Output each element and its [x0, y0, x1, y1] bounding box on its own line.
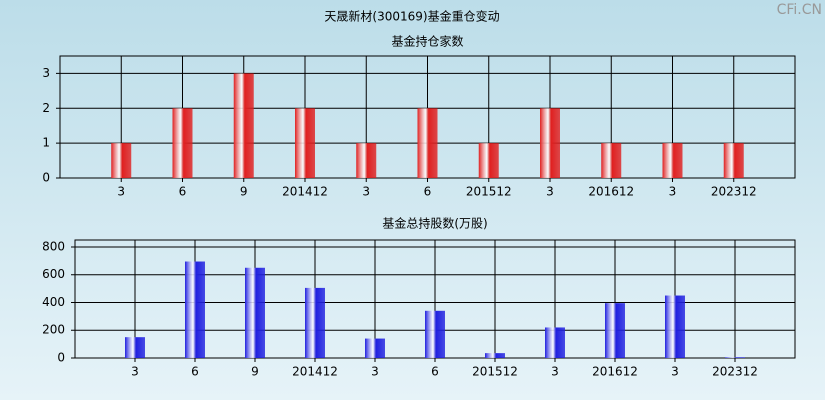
- x-tick-label: 6: [431, 365, 439, 379]
- x-tick-label: 6: [179, 185, 187, 199]
- bar: [185, 261, 205, 358]
- x-tick-label: 3: [117, 185, 125, 199]
- bar: [605, 303, 625, 358]
- y-tick-label: 0: [57, 351, 65, 365]
- chart-title: 基金持仓家数: [391, 34, 463, 49]
- y-tick-label: 800: [42, 239, 65, 253]
- x-tick-label: 3: [362, 185, 370, 199]
- bar: [485, 353, 505, 358]
- x-tick-label: 3: [671, 365, 679, 379]
- bar: [601, 143, 622, 178]
- bar: [417, 108, 438, 178]
- chart-title: 基金总持股数(万股): [382, 216, 487, 231]
- bar: [723, 143, 744, 178]
- bar: [295, 108, 315, 178]
- x-tick-label: 201512: [466, 185, 512, 199]
- x-tick-label: 9: [240, 185, 248, 199]
- y-tick-label: 1: [42, 136, 50, 150]
- x-tick-label: 3: [546, 185, 554, 199]
- bar: [425, 310, 445, 358]
- x-tick-label: 202312: [712, 365, 758, 379]
- x-tick-label: 201612: [588, 185, 634, 199]
- bar: [478, 143, 499, 178]
- bar: [305, 287, 325, 358]
- x-tick-label: 9: [251, 365, 259, 379]
- bar: [125, 337, 145, 358]
- page-title: 天晟新材(300169)基金重仓变动: [324, 9, 499, 24]
- bar: [172, 108, 193, 178]
- x-tick-label: 3: [371, 365, 379, 379]
- bar: [356, 143, 377, 178]
- x-tick-label: 201412: [282, 185, 328, 199]
- x-tick-label: 201512: [472, 365, 518, 379]
- x-tick-label: 3: [131, 365, 139, 379]
- x-tick-label: 202312: [711, 185, 757, 199]
- bar: [665, 295, 685, 358]
- bar: [233, 73, 254, 178]
- y-tick-label: 0: [42, 171, 50, 185]
- y-tick-label: 600: [42, 267, 65, 281]
- x-tick-label: 6: [424, 185, 432, 199]
- bar: [662, 143, 683, 178]
- y-tick-label: 3: [42, 66, 50, 80]
- x-tick-label: 201612: [592, 365, 638, 379]
- watermark: CFi.CN: [777, 2, 822, 18]
- y-tick-label: 400: [42, 295, 65, 309]
- x-tick-label: 3: [551, 365, 559, 379]
- x-tick-label: 201412: [292, 365, 338, 379]
- y-tick-label: 2: [42, 101, 50, 115]
- bar: [545, 327, 565, 358]
- x-tick-label: 6: [191, 365, 199, 379]
- bar: [725, 357, 745, 358]
- bar: [111, 143, 132, 178]
- bar: [245, 267, 265, 358]
- y-tick-label: 200: [42, 323, 65, 337]
- bar: [365, 338, 385, 358]
- x-tick-label: 3: [669, 185, 677, 199]
- bar: [540, 108, 560, 178]
